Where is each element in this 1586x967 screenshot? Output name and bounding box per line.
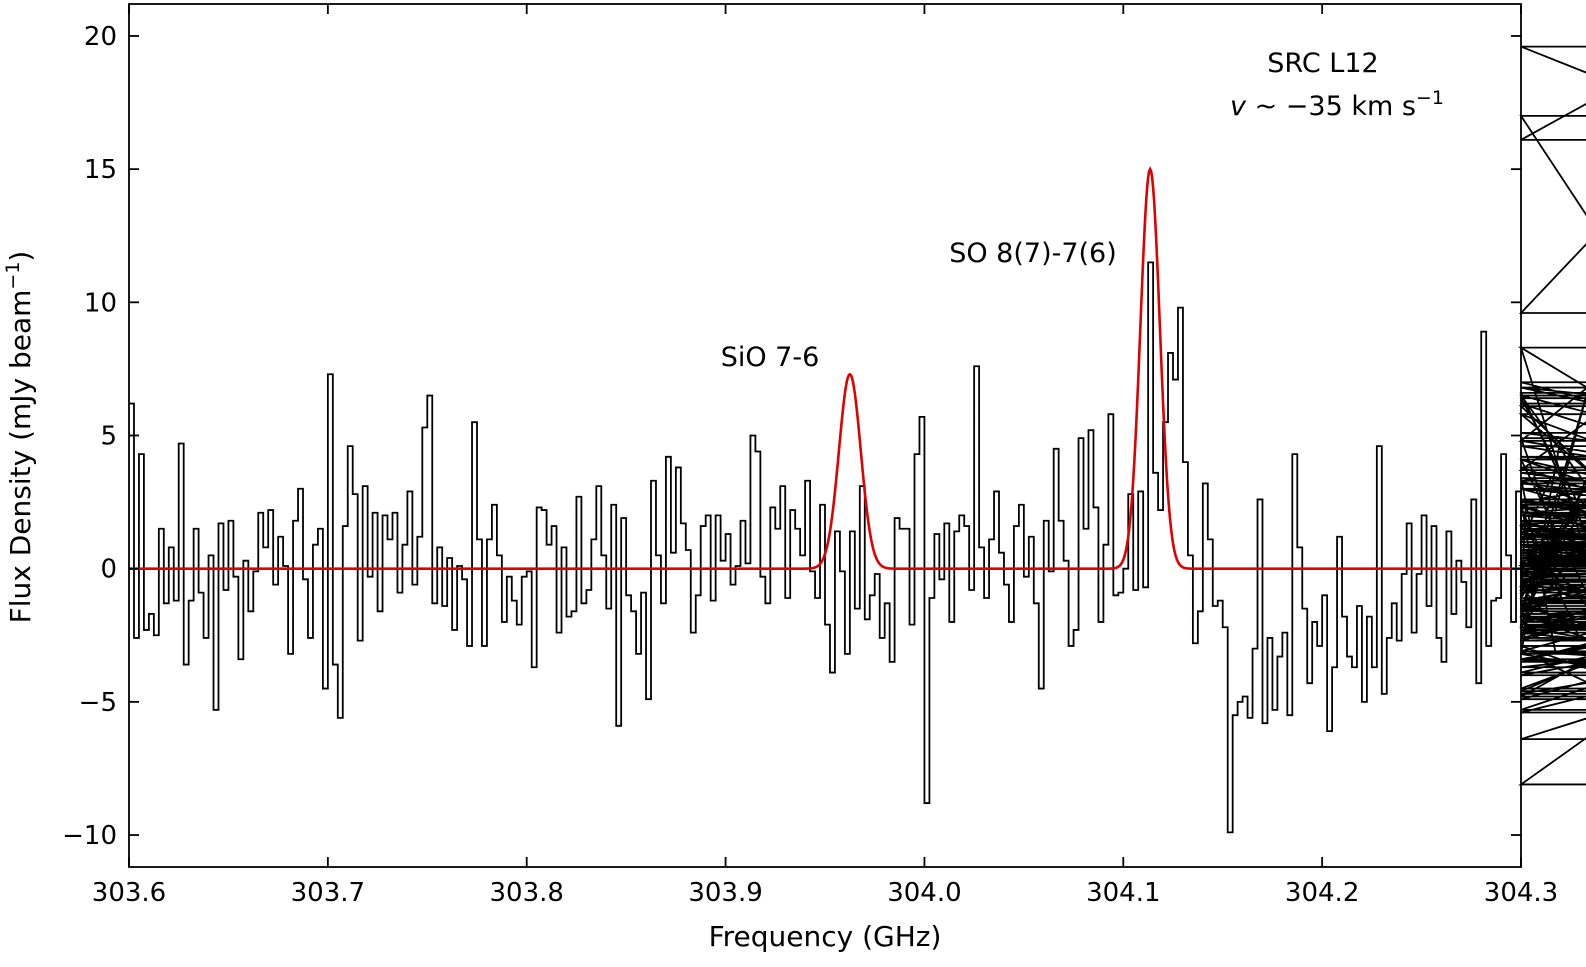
x-axis-label: Frequency (GHz) (709, 920, 942, 953)
x-tick-label: 303.7 (291, 878, 365, 908)
y-tick-label: 0 (100, 555, 117, 585)
velocity-symbol: v (1230, 91, 1247, 122)
plot-frame (128, 3, 1522, 868)
y-tick-label: 20 (84, 22, 117, 52)
y-tick-label: −10 (62, 821, 117, 851)
x-tick-label: 303.8 (489, 878, 563, 908)
y-tick-label: −5 (79, 688, 117, 718)
y-tick-label: 5 (100, 422, 117, 452)
x-tick-label: 303.9 (688, 878, 762, 908)
x-tick-label: 304.3 (1484, 878, 1558, 908)
x-tick-label: 304.0 (887, 878, 961, 908)
velocity-value: ~ −35 km s (1246, 91, 1416, 122)
gaussian-fit-line (129, 166, 1521, 570)
y-axis-label: Flux Density (mJy beam−1) (2, 251, 37, 624)
velocity-annotation: v ~ −35 km s−1 (1230, 87, 1444, 122)
so-line-label: SO 8(7)-7(6) (949, 238, 1117, 269)
source-name-annotation: SRC L12 (1267, 48, 1378, 79)
y-axis-ticks: −10 −5 0 5 10 15 20 (62, 22, 1521, 851)
gaussian-fit-series (129, 166, 1521, 570)
spectrum-step-line (129, 45, 1586, 834)
x-axis-ticks: 303.6 303.7 303.8 303.9 304.0 304.1 304.2 304.3 (92, 4, 1558, 908)
y-tick-label: 15 (84, 155, 117, 185)
y-axis-label-text: Flux Density (mJy beam (4, 290, 37, 624)
velocity-unit-exponent: −1 (1416, 87, 1444, 109)
x-tick-label: 304.1 (1086, 878, 1160, 908)
x-tick-label: 304.2 (1285, 878, 1359, 908)
observed-spectrum-series (129, 45, 1586, 834)
y-tick-label: 10 (84, 288, 117, 318)
y-axis-label-unit-exponent: −1 (2, 262, 24, 290)
x-tick-label: 303.6 (92, 878, 166, 908)
sio-line-label: SiO 7-6 (721, 342, 820, 373)
y-axis-label-close: ) (4, 251, 37, 262)
